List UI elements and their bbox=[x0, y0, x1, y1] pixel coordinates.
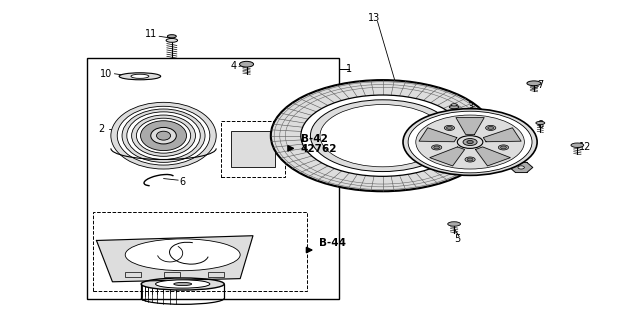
Ellipse shape bbox=[141, 278, 224, 290]
Text: 4: 4 bbox=[231, 61, 237, 71]
Text: 3: 3 bbox=[467, 102, 473, 112]
Text: 10: 10 bbox=[100, 69, 112, 79]
Text: 6: 6 bbox=[180, 177, 186, 187]
Text: 12: 12 bbox=[579, 142, 591, 152]
Bar bbox=[230, 131, 275, 167]
Ellipse shape bbox=[518, 166, 524, 169]
Ellipse shape bbox=[488, 126, 493, 129]
Text: 5: 5 bbox=[454, 234, 460, 244]
Ellipse shape bbox=[157, 131, 171, 140]
Polygon shape bbox=[430, 147, 465, 166]
Ellipse shape bbox=[132, 115, 195, 156]
Ellipse shape bbox=[173, 282, 191, 286]
Ellipse shape bbox=[451, 104, 458, 106]
Ellipse shape bbox=[447, 126, 452, 129]
Polygon shape bbox=[97, 236, 253, 282]
Bar bbox=[221, 122, 285, 177]
Ellipse shape bbox=[408, 111, 532, 173]
Text: 2: 2 bbox=[99, 124, 105, 134]
Ellipse shape bbox=[434, 146, 440, 149]
Ellipse shape bbox=[527, 81, 541, 86]
Text: B-44: B-44 bbox=[319, 238, 346, 248]
Ellipse shape bbox=[122, 109, 205, 162]
Ellipse shape bbox=[463, 138, 477, 145]
Ellipse shape bbox=[448, 222, 461, 226]
Ellipse shape bbox=[458, 136, 483, 148]
Ellipse shape bbox=[571, 143, 584, 147]
Ellipse shape bbox=[239, 61, 253, 67]
Ellipse shape bbox=[131, 74, 149, 78]
Ellipse shape bbox=[467, 140, 473, 144]
Ellipse shape bbox=[449, 106, 459, 109]
Polygon shape bbox=[483, 128, 521, 142]
Ellipse shape bbox=[444, 125, 454, 130]
Polygon shape bbox=[476, 147, 510, 166]
Text: B-42: B-42 bbox=[301, 134, 328, 144]
Ellipse shape bbox=[111, 102, 216, 169]
Ellipse shape bbox=[168, 35, 176, 38]
Text: 7: 7 bbox=[537, 80, 543, 90]
Ellipse shape bbox=[431, 145, 442, 150]
Ellipse shape bbox=[486, 125, 496, 130]
Bar bbox=[125, 272, 141, 277]
Bar bbox=[87, 58, 339, 299]
Bar bbox=[164, 272, 179, 277]
Ellipse shape bbox=[403, 109, 537, 175]
Ellipse shape bbox=[301, 95, 465, 176]
Ellipse shape bbox=[117, 106, 210, 165]
Text: 8: 8 bbox=[537, 120, 543, 130]
Ellipse shape bbox=[320, 105, 445, 167]
Ellipse shape bbox=[499, 145, 509, 150]
Ellipse shape bbox=[271, 80, 494, 191]
Ellipse shape bbox=[156, 280, 210, 288]
Ellipse shape bbox=[119, 73, 161, 80]
Ellipse shape bbox=[310, 100, 455, 172]
Bar bbox=[93, 212, 307, 291]
Ellipse shape bbox=[166, 39, 177, 42]
Text: 42762: 42762 bbox=[301, 144, 337, 154]
Ellipse shape bbox=[127, 112, 200, 160]
Text: 11: 11 bbox=[145, 29, 157, 39]
Ellipse shape bbox=[141, 121, 186, 151]
Polygon shape bbox=[456, 118, 484, 134]
Ellipse shape bbox=[500, 146, 506, 149]
Text: 1: 1 bbox=[346, 64, 352, 74]
Text: 9: 9 bbox=[522, 164, 527, 174]
Polygon shape bbox=[419, 128, 457, 142]
Bar bbox=[208, 272, 224, 277]
Ellipse shape bbox=[125, 239, 240, 271]
Ellipse shape bbox=[416, 115, 524, 169]
Ellipse shape bbox=[536, 122, 545, 124]
Text: 13: 13 bbox=[368, 13, 380, 23]
Ellipse shape bbox=[151, 127, 176, 144]
Polygon shape bbox=[509, 162, 532, 172]
Ellipse shape bbox=[467, 158, 473, 161]
Ellipse shape bbox=[136, 118, 191, 153]
Ellipse shape bbox=[465, 157, 475, 162]
